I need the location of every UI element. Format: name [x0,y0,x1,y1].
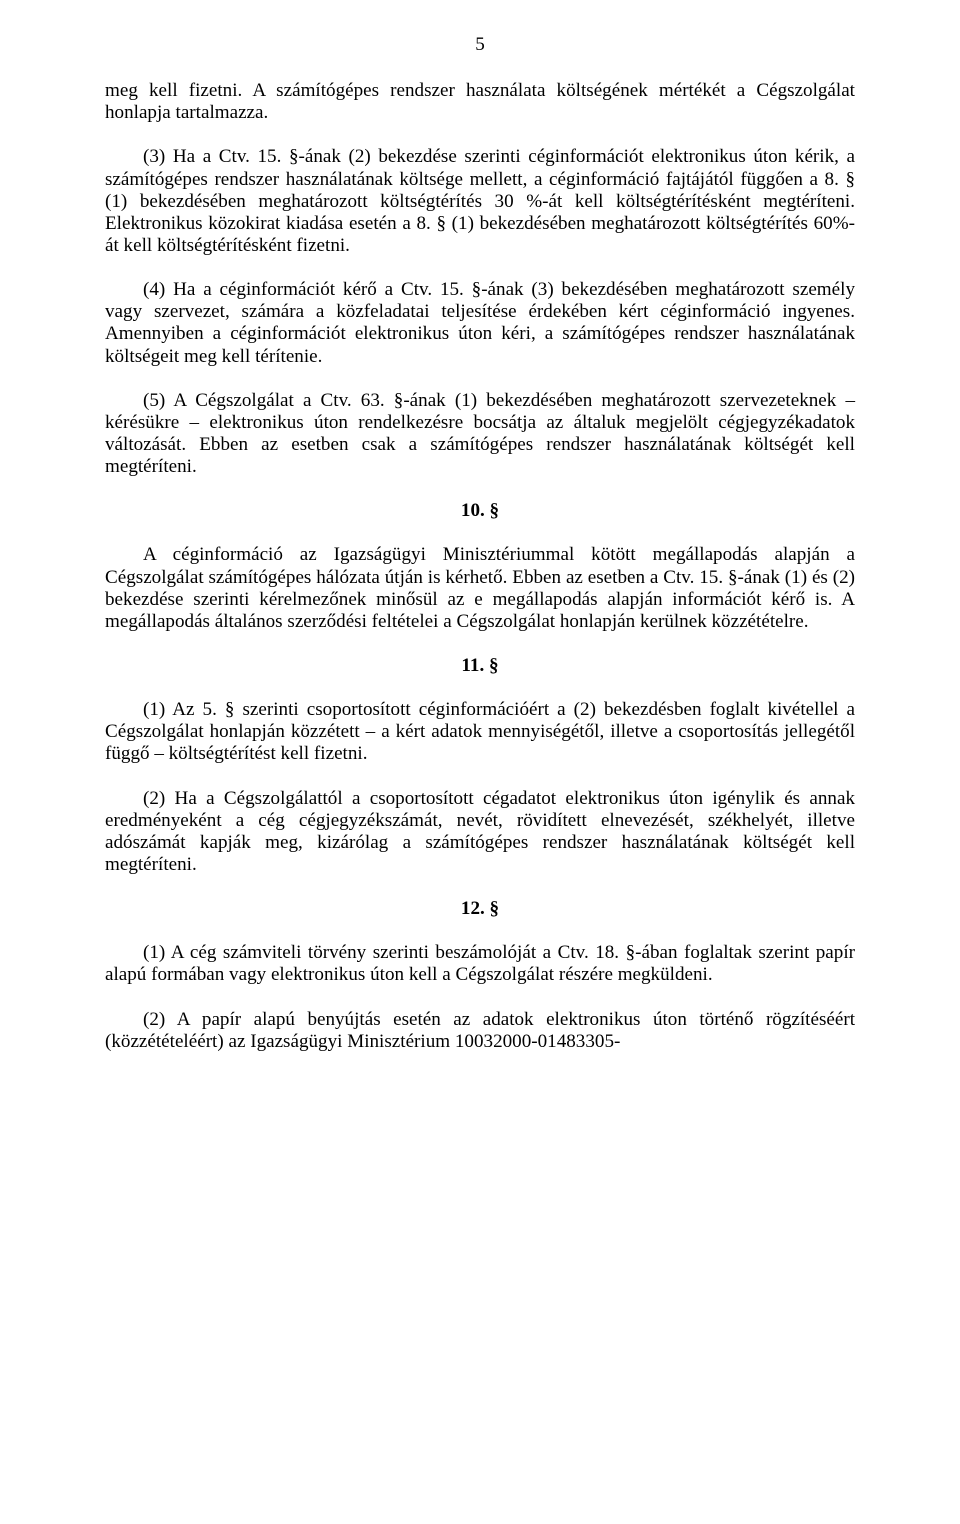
section-heading-10: 10. § [105,500,855,522]
paragraph: (2) A papír alapú benyújtás esetén az ad… [105,1009,855,1053]
paragraph: (3) Ha a Ctv. 15. §-ának (2) bekezdése s… [105,146,855,257]
paragraph: (1) A cég számviteli törvény szerinti be… [105,942,855,986]
document-page: 5 meg kell fizetni. A számítógépes rends… [0,0,960,1524]
page-number: 5 [105,34,855,56]
paragraph: meg kell fizetni. A számítógépes rendsze… [105,80,855,124]
section-heading-12: 12. § [105,898,855,920]
paragraph: A céginformáció az Igazságügyi Minisztér… [105,544,855,633]
section-heading-11: 11. § [105,655,855,677]
paragraph: (5) A Cégszolgálat a Ctv. 63. §-ának (1)… [105,390,855,479]
paragraph: (2) Ha a Cégszolgálattól a csoportosítot… [105,788,855,877]
paragraph: (4) Ha a céginformációt kérő a Ctv. 15. … [105,279,855,368]
paragraph: (1) Az 5. § szerinti csoportosított cégi… [105,699,855,765]
